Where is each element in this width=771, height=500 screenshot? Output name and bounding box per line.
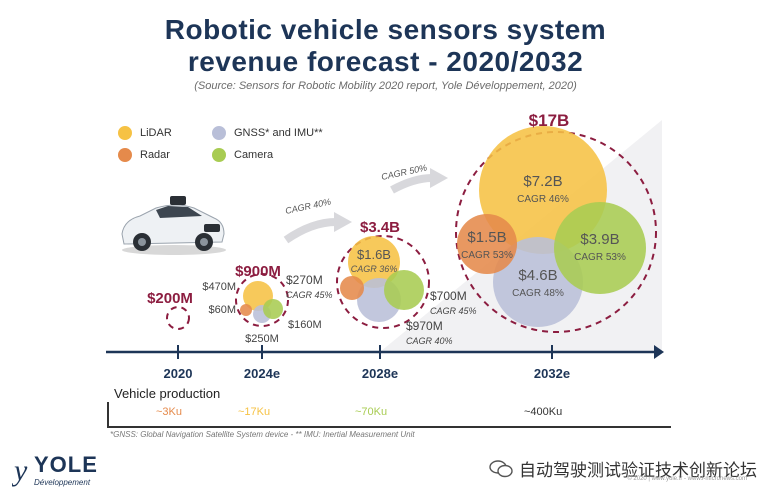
sensor-bubble	[253, 305, 271, 323]
data-label: $470M	[202, 281, 236, 293]
sensor-bubble	[357, 278, 401, 322]
sensor-bubble	[384, 270, 424, 310]
watermark-text: 自动驾驶测试验证技术创新论坛	[519, 461, 757, 481]
total-label: $3.4B	[360, 219, 400, 236]
total-circle	[455, 131, 657, 333]
legend-label-radar: Radar	[140, 149, 170, 161]
copyright-credit: © 2020 | www.yole.fr - www.i-micronews.c…	[627, 476, 747, 482]
data-label: $250M	[245, 333, 279, 345]
sensor-bubble	[340, 276, 364, 300]
cagr-label: CAGR 45%	[286, 290, 333, 300]
axis-tick-label: 2028e	[362, 366, 398, 381]
total-circle	[166, 306, 190, 330]
yole-logo-word: YOLE	[34, 452, 98, 477]
watermark: 自动驾驶测试验证技术创新论坛	[489, 456, 757, 481]
arrow-cagr-label: CAGR 40%	[284, 197, 332, 216]
total-label: $900M	[235, 263, 281, 280]
timeline-arrowhead	[654, 345, 664, 359]
total-circle	[235, 273, 289, 327]
legend-label-lidar: LiDAR	[140, 127, 172, 139]
legend-item-gnss: GNSS* and IMU**	[212, 126, 323, 140]
vehicle-production-2024: ~17Ku	[238, 406, 271, 418]
cagr-label: CAGR 40%	[406, 336, 453, 346]
total-circle	[336, 235, 430, 329]
sensor-bubble	[479, 126, 607, 254]
legend-item-radar: Radar	[118, 148, 170, 162]
sensor-bubble	[243, 281, 273, 311]
chart-title-line2: revenue forecast - 2020/2032	[187, 46, 584, 77]
yole-logo-initial: y	[12, 454, 28, 487]
bubble-value-label: $1.5B	[467, 229, 506, 246]
data-label: $160M	[288, 319, 322, 331]
bubble-value-label: $4.6B	[518, 267, 557, 284]
bubble-cagr-label: CAGR 48%	[512, 288, 564, 299]
yole-logo-sub: Développement	[34, 478, 91, 487]
bubble-cagr-label: CAGR 46%	[517, 194, 569, 205]
bubble-value-label: $7.2B	[523, 173, 562, 190]
sensor-bubble	[348, 236, 400, 288]
vehicle-production-2020: ~3Ku	[156, 406, 182, 418]
footnote: *GNSS: Global Navigation Satellite Syste…	[110, 430, 415, 439]
sensor-bubble	[240, 304, 252, 316]
sensor-bubble	[554, 202, 646, 294]
data-label: $270M	[286, 273, 323, 287]
legend-dot-lidar	[118, 126, 132, 140]
vehicle-production-label: Vehicle production	[114, 386, 221, 401]
vehicle-production-2028: ~70Ku	[355, 406, 388, 418]
bubble-value-label: $3.9B	[580, 231, 619, 248]
legend-label-gnss: GNSS* and IMU**	[234, 127, 323, 139]
wechat-icon	[489, 459, 513, 477]
total-label: $200M	[147, 290, 193, 307]
chart-source: (Source: Sensors for Robotic Mobility 20…	[194, 80, 577, 92]
robotic-car-illustration	[121, 196, 226, 255]
legend: LiDAR Radar GNSS* and IMU** Camera	[118, 126, 418, 186]
axis-tick-label: 2024e	[244, 366, 280, 381]
growth-arrowhead	[334, 212, 352, 232]
bubble-value-label: $1.6B	[357, 247, 391, 262]
axis-tick-label: 2032e	[534, 366, 570, 381]
growth-arrowhead	[430, 168, 448, 188]
bubble-cagr-label: CAGR 53%	[574, 252, 626, 263]
bubble-cagr-label: CAGR 53%	[461, 250, 513, 261]
chart-title-line1: Robotic vehicle sensors system	[164, 14, 607, 45]
legend-label-camera: Camera	[234, 149, 274, 161]
yole-logo: y YOLE Développement	[12, 448, 112, 492]
growth-arrow	[283, 218, 337, 244]
cagr-label: CAGR 45%	[430, 306, 477, 316]
total-label: $17B	[529, 111, 570, 130]
legend-item-lidar: LiDAR	[118, 126, 172, 140]
legend-dot-camera	[212, 148, 226, 162]
bubble-cagr-label: CAGR 36%	[351, 264, 398, 274]
sensor-bubble	[457, 214, 517, 274]
data-label: $700M	[430, 289, 467, 303]
background-wedge	[380, 120, 662, 352]
yole-logo-mark: y	[12, 454, 28, 487]
sensor-bubble	[263, 299, 283, 319]
vehicle-production-2032: ~400Ku	[524, 406, 563, 418]
legend-item-camera: Camera	[212, 148, 273, 162]
data-label: $970M	[406, 319, 443, 333]
axis-tick-label: 2020	[164, 366, 193, 381]
legend-dot-radar	[118, 148, 132, 162]
data-label: $60M	[208, 304, 236, 316]
legend-dot-gnss	[212, 126, 226, 140]
vehicle-production-bracket	[107, 402, 671, 428]
sensor-bubble	[493, 237, 583, 327]
